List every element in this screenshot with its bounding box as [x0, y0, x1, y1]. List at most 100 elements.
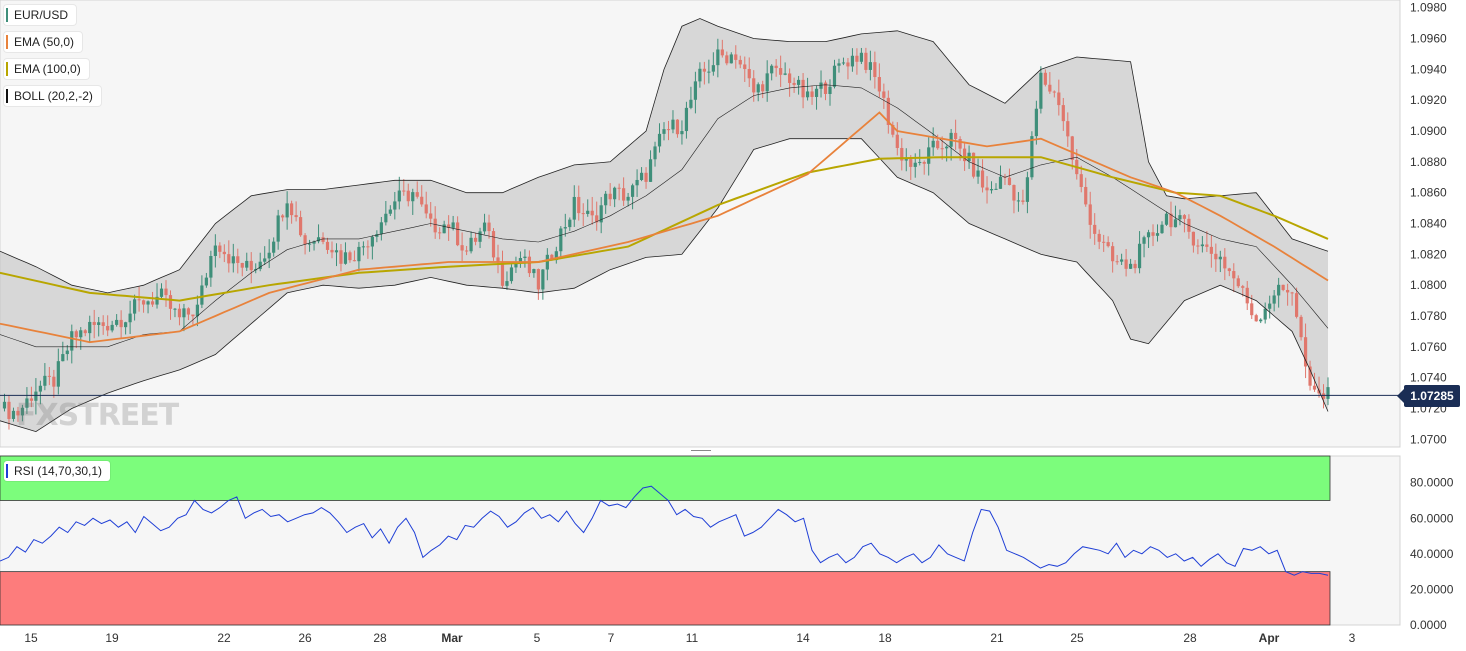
- candle-body: [155, 296, 159, 305]
- legend-ema100[interactable]: EMA (100,0): [4, 59, 89, 79]
- candle-body: [945, 146, 949, 149]
- candle-body: [415, 192, 419, 197]
- candle-body: [397, 190, 401, 202]
- candle-body: [630, 185, 635, 197]
- candle-body: [788, 73, 792, 83]
- legend-rsi[interactable]: RSI (14,70,30,1): [4, 461, 111, 481]
- candle-body: [729, 54, 733, 64]
- candle-body: [195, 304, 200, 317]
- price-tick-label: 1.0700: [1410, 432, 1447, 446]
- candle-body: [895, 134, 899, 148]
- candle-body: [604, 193, 608, 206]
- candle-body: [343, 252, 348, 264]
- candle-body: [810, 91, 814, 97]
- candle-body: [491, 231, 496, 258]
- candle-body: [227, 254, 231, 264]
- candle-body: [1102, 241, 1106, 243]
- candle-body: [756, 84, 760, 93]
- candle-body: [1093, 224, 1097, 234]
- candle-body: [132, 299, 137, 314]
- x-tick-label: 7: [608, 631, 615, 645]
- candle-body: [115, 319, 119, 325]
- candle-body: [680, 131, 684, 135]
- oversold-zone: [0, 571, 1331, 626]
- candle-body: [61, 354, 65, 362]
- candle-body: [339, 250, 343, 264]
- x-tick-label: 14: [796, 631, 810, 645]
- candle-body: [1120, 259, 1124, 262]
- candle-body: [370, 236, 374, 247]
- candle-body: [119, 319, 123, 328]
- candle-body: [357, 246, 361, 262]
- candle-body: [702, 68, 706, 72]
- candle-body: [653, 146, 657, 160]
- candle-body: [563, 227, 567, 229]
- candle-body: [375, 234, 379, 237]
- candle-body: [1133, 263, 1137, 269]
- candle-body: [1124, 259, 1128, 269]
- candle-body: [52, 376, 56, 387]
- price-tick-label: 1.0920: [1410, 93, 1447, 107]
- legend-pair[interactable]: EUR/USD: [4, 5, 77, 25]
- candle-body: [954, 132, 958, 140]
- price-tick-label: 1.0800: [1410, 278, 1447, 292]
- candle-body: [855, 55, 859, 62]
- candle-body: [218, 245, 222, 252]
- candle-body: [962, 148, 967, 162]
- candle-body: [599, 205, 603, 223]
- candle-body: [1115, 261, 1119, 263]
- candle-body: [828, 86, 832, 94]
- rsi-tick-label: 40.0000: [1410, 547, 1454, 561]
- candle-body: [1178, 215, 1182, 220]
- candle-body: [1281, 284, 1285, 290]
- candle-body: [290, 203, 294, 216]
- x-tick-label: 5: [534, 631, 541, 645]
- candle-body: [124, 322, 128, 328]
- price-tick-label: 1.0760: [1410, 340, 1447, 354]
- candle-body: [801, 79, 805, 98]
- candle-body: [841, 62, 846, 64]
- candle-body: [532, 269, 536, 274]
- candle-body: [204, 277, 208, 286]
- candle-body: [330, 249, 334, 253]
- candle-body: [1106, 242, 1110, 247]
- legend-ema100-label: EMA (100,0): [14, 62, 81, 76]
- legend-rsi-label: RSI (14,70,30,1): [14, 464, 103, 478]
- series-color-icon: [6, 89, 8, 103]
- candle-body: [191, 314, 195, 317]
- candle-body: [267, 252, 271, 259]
- x-axis: 15 19 22 26 28 Mar 5 7 11 14 18 21 25 28 Apr 3: [24, 631, 1355, 645]
- candle-body: [141, 300, 146, 305]
- candle-body: [473, 237, 478, 242]
- candle-body: [846, 62, 850, 67]
- boll-upper-line: [0, 18, 1329, 294]
- candle-body: [110, 324, 114, 331]
- ema100-line: [0, 156, 1329, 302]
- candle-body: [527, 256, 532, 274]
- candle-body: [1268, 303, 1272, 309]
- price-tick-label: 1.0860: [1410, 186, 1447, 200]
- candle-body: [393, 201, 397, 210]
- candle-body: [361, 246, 366, 248]
- candle-body: [639, 172, 644, 180]
- x-tick-label: Mar: [441, 631, 463, 645]
- candle-body: [1241, 286, 1245, 288]
- pane-resize-handle[interactable]: [691, 450, 711, 457]
- legend-pair-label: EUR/USD: [14, 8, 69, 22]
- candle-body: [200, 285, 204, 305]
- price-tick-label: 1.0740: [1410, 371, 1447, 385]
- legend-boll[interactable]: BOLL (20,2,-2): [4, 86, 101, 106]
- candle-body: [689, 99, 693, 108]
- candle-body: [70, 331, 74, 351]
- candle-body: [1016, 200, 1021, 202]
- candle-body: [671, 119, 675, 130]
- candle-body: [213, 245, 217, 256]
- candle-body: [478, 231, 482, 242]
- legend-ema50[interactable]: EMA (50,0): [4, 32, 83, 52]
- candle-body: [379, 222, 383, 235]
- candle-body: [886, 97, 890, 125]
- candle-body: [1070, 136, 1074, 160]
- candle-body: [940, 148, 944, 150]
- candle-body: [88, 321, 92, 334]
